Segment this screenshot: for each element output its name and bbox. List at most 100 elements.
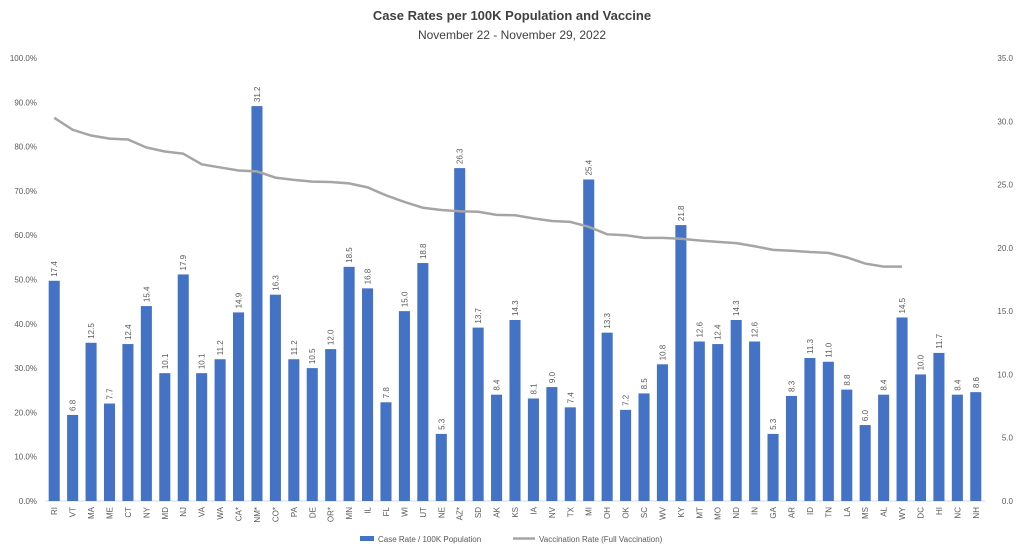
data-label: 13.3 bbox=[603, 313, 612, 329]
y2-tick-label: 30.0 bbox=[997, 117, 1013, 126]
y-tick-label: 90.0% bbox=[14, 98, 37, 107]
data-label: 8.6 bbox=[972, 376, 981, 388]
data-label: 9.0 bbox=[548, 371, 557, 383]
x-tick-label: OH bbox=[603, 507, 612, 519]
x-tick-label: GA bbox=[769, 506, 778, 518]
y-tick-label: 70.0% bbox=[14, 187, 37, 196]
bar bbox=[233, 312, 245, 501]
bar bbox=[491, 394, 503, 501]
bar bbox=[435, 433, 447, 501]
chart-title: Case Rates per 100K Population and Vacci… bbox=[373, 8, 651, 23]
x-tick-label: CA* bbox=[235, 507, 244, 521]
legend-swatch bbox=[360, 536, 374, 541]
y2-tick-label: 25.0 bbox=[997, 181, 1013, 190]
data-label: 16.8 bbox=[364, 268, 373, 284]
bar bbox=[269, 294, 281, 501]
data-label: 5.3 bbox=[769, 418, 778, 430]
y2-tick-label: 15.0 bbox=[997, 307, 1013, 316]
bar bbox=[251, 106, 263, 502]
x-tick-label: NH bbox=[972, 507, 981, 519]
chart-subtitle: November 22 - November 29, 2022 bbox=[418, 28, 606, 42]
x-tick-label: LA bbox=[843, 506, 852, 516]
bar bbox=[85, 342, 97, 501]
data-label: 8.4 bbox=[953, 379, 962, 391]
bar bbox=[288, 359, 300, 501]
y-tick-label: 0.0% bbox=[19, 497, 37, 506]
x-tick-label: HI bbox=[935, 507, 944, 515]
data-label: 10.5 bbox=[308, 348, 317, 364]
x-tick-label: CT bbox=[124, 507, 133, 518]
bar bbox=[343, 266, 355, 501]
bar bbox=[914, 374, 927, 501]
x-tick-label: MI bbox=[585, 507, 594, 516]
bar bbox=[970, 392, 982, 501]
y-tick-label: 20.0% bbox=[14, 408, 37, 417]
x-tick-label: AK bbox=[493, 506, 502, 517]
data-label: 11.3 bbox=[806, 338, 815, 354]
bar bbox=[564, 407, 576, 501]
data-label: 7.7 bbox=[106, 388, 115, 400]
y-tick-label: 50.0% bbox=[14, 276, 37, 285]
x-tick-label: AZ* bbox=[456, 507, 465, 520]
bar bbox=[472, 327, 484, 501]
x-tick-label: MO bbox=[714, 507, 723, 520]
x-tick-label: KY bbox=[677, 506, 686, 517]
x-tick-label: RI bbox=[50, 507, 59, 515]
bar bbox=[859, 425, 871, 501]
y-tick-label: 100.0% bbox=[10, 54, 37, 63]
data-label: 12.6 bbox=[695, 321, 704, 337]
data-label: 31.2 bbox=[253, 86, 262, 102]
data-label: 5.3 bbox=[437, 418, 446, 430]
data-label: 8.1 bbox=[529, 383, 538, 395]
data-label: 14.5 bbox=[898, 297, 907, 313]
legend-label: Case Rate / 100K Population bbox=[378, 535, 481, 544]
data-label: 8.4 bbox=[880, 379, 889, 391]
data-label: 11.2 bbox=[216, 340, 225, 356]
x-tick-label: DE bbox=[308, 507, 317, 518]
x-tick-label: DC bbox=[916, 507, 925, 519]
x-tick-label: ME bbox=[106, 507, 115, 519]
bar bbox=[159, 373, 171, 501]
line bbox=[53, 116, 903, 268]
x-tick-label: SC bbox=[640, 507, 649, 518]
x-tick-label: OK bbox=[622, 506, 631, 518]
data-label: 16.3 bbox=[271, 275, 280, 291]
data-label: 10.0 bbox=[916, 354, 925, 370]
bar bbox=[675, 225, 687, 501]
data-label: 25.4 bbox=[585, 159, 594, 175]
y2-tick-label: 35.0 bbox=[997, 54, 1013, 63]
x-tick-label: NE bbox=[437, 507, 446, 518]
x-tick-label: MS bbox=[861, 507, 870, 519]
data-label: 18.5 bbox=[345, 247, 354, 263]
x-tick-label: MD bbox=[161, 507, 170, 520]
bar bbox=[933, 352, 945, 501]
bar bbox=[822, 361, 834, 501]
bar bbox=[785, 395, 797, 501]
bar bbox=[103, 403, 116, 501]
bar bbox=[841, 389, 853, 501]
bar bbox=[325, 349, 337, 501]
data-label: 12.4 bbox=[714, 324, 723, 340]
data-label: 7.4 bbox=[566, 392, 575, 404]
data-label: 8.4 bbox=[493, 379, 502, 391]
x-tick-label: KS bbox=[511, 507, 520, 518]
bar bbox=[380, 402, 392, 501]
x-tick-label: IL bbox=[364, 506, 373, 513]
bar bbox=[896, 317, 908, 501]
data-label: 11.2 bbox=[290, 340, 299, 356]
data-label: 8.8 bbox=[843, 374, 852, 386]
data-label: 18.8 bbox=[419, 243, 428, 259]
x-tick-label: UT bbox=[419, 507, 428, 518]
data-label: 10.8 bbox=[658, 344, 667, 360]
bar bbox=[767, 433, 779, 501]
bar bbox=[638, 393, 650, 501]
data-label: 10.1 bbox=[161, 353, 170, 369]
x-tick-label: NC bbox=[953, 507, 962, 519]
y2-tick-label: 5.0 bbox=[1002, 434, 1014, 443]
y-tick-label: 10.0% bbox=[14, 453, 37, 462]
data-label: 13.7 bbox=[474, 307, 483, 323]
data-label: 12.4 bbox=[124, 324, 133, 340]
bar bbox=[122, 344, 134, 501]
x-tick-label: SD bbox=[474, 507, 483, 518]
